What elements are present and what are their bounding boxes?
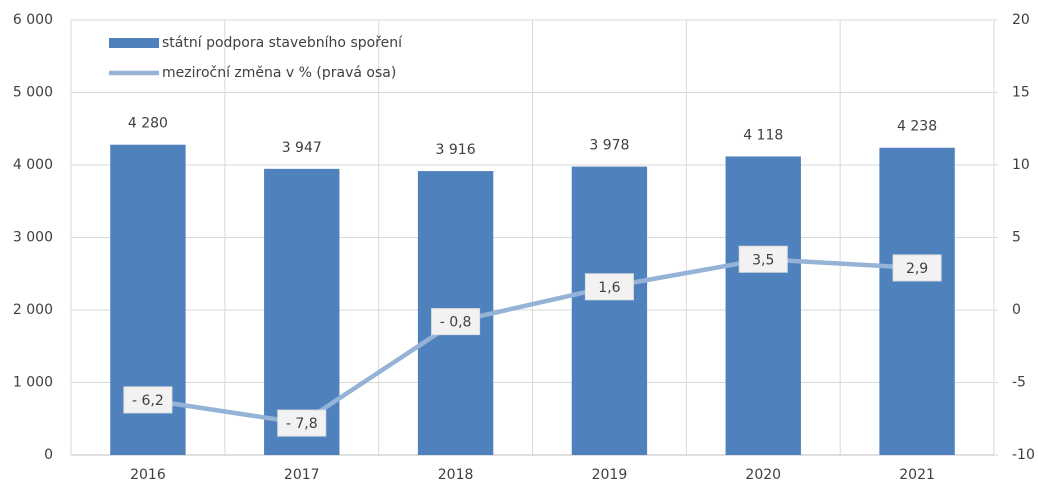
data-label-box xyxy=(738,245,788,273)
x-tick-label: 2019 xyxy=(592,467,628,483)
bar xyxy=(879,147,955,455)
line xyxy=(147,256,918,426)
line-value-label: - 0,8 xyxy=(440,315,472,331)
bar xyxy=(725,156,801,455)
x-tick-label: 2016 xyxy=(130,467,166,483)
bar-value-label: 3 916 xyxy=(436,142,476,158)
line-value-label: 2,9 xyxy=(906,261,928,277)
y2-tick-label: -10 xyxy=(1012,447,1035,463)
line-value-label: 1,6 xyxy=(598,280,620,296)
bar-value-label: 4 280 xyxy=(128,116,168,132)
y-tick-label: 3 000 xyxy=(13,230,53,246)
legend-swatch xyxy=(109,38,159,48)
y-tick-label: 2 000 xyxy=(13,302,53,318)
legend-label: meziroční změna v % (pravá osa) xyxy=(162,65,396,81)
y2-tick-label: 5 xyxy=(1012,230,1021,246)
line-value-label: - 6,2 xyxy=(132,393,164,409)
x-tick-label: 2017 xyxy=(284,467,320,483)
bar xyxy=(571,166,648,455)
x-tick-label: 2018 xyxy=(438,467,474,483)
y2-tick-label: 10 xyxy=(1012,157,1030,173)
bar-value-label: 4 238 xyxy=(897,119,937,135)
y2-tick-label: 20 xyxy=(1012,12,1030,28)
data-label-box xyxy=(584,273,634,301)
y-tick-label: 6 000 xyxy=(13,12,53,28)
bar-value-label: 4 118 xyxy=(743,127,783,143)
y2-tick-label: 15 xyxy=(1012,85,1030,101)
y-tick-label: 4 000 xyxy=(13,157,53,173)
bar-value-label: 3 947 xyxy=(282,140,322,156)
x-tick-label: 2021 xyxy=(899,467,935,483)
legend-label: státní podpora stavebního spoření xyxy=(162,35,403,51)
data-label-box xyxy=(431,308,481,336)
y2-tick-label: -5 xyxy=(1012,375,1026,391)
data-label-box xyxy=(277,409,327,437)
y-tick-label: 1 000 xyxy=(13,375,53,391)
line-value-label: - 7,8 xyxy=(286,416,318,432)
data-label-box xyxy=(892,254,942,282)
line-value-label: 3,5 xyxy=(752,252,774,268)
x-tick-label: 2020 xyxy=(745,467,781,483)
bar-value-label: 3 978 xyxy=(589,138,629,154)
data-label-box xyxy=(123,386,173,414)
y-tick-label: 0 xyxy=(44,447,53,463)
y2-tick-label: 0 xyxy=(1012,302,1021,318)
y-tick-label: 5 000 xyxy=(13,85,53,101)
